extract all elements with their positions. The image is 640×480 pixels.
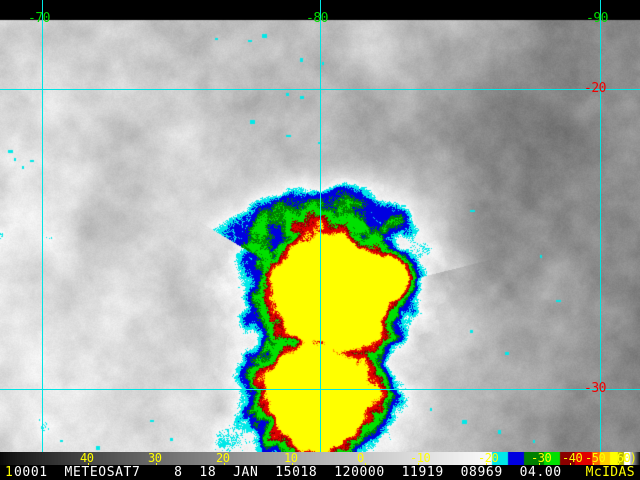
color-scale-unit-label: (C) — [615, 452, 637, 465]
color-scale-tick-minus30: -30 — [531, 452, 552, 465]
color-scale-tick-minus60: -60 — [610, 452, 631, 465]
satellite-image-area[interactable]: -70 -80 -90 -20 -30 — [0, 0, 640, 452]
color-scale-tickmark — [224, 463, 225, 465]
color-scale-tickmark — [570, 463, 571, 465]
color-scale-tickmark — [593, 463, 594, 465]
color-scale-tick-minus50: -50 — [585, 452, 606, 465]
color-scale-tick-minus10: -10 — [410, 452, 431, 465]
latitude-label-30: -30 — [584, 381, 606, 396]
frame-index-label: 1 — [5, 465, 13, 480]
gridline-longitude-90 — [600, 0, 601, 452]
color-scale-gradient — [0, 452, 640, 465]
color-scale-tickmark — [418, 463, 419, 465]
gridline-latitude-30 — [0, 389, 640, 390]
color-scale-tick-minus20: -20 — [478, 452, 499, 465]
gridline-longitude-80 — [320, 0, 321, 452]
latitude-label-20: -20 — [584, 81, 606, 96]
gridline-latitude-20 — [0, 89, 640, 90]
image-caption-bar: 1 0001 METEOSAT7 8 18 JAN 15018 120000 1… — [0, 465, 640, 480]
mcidas-brand-label: McIDAS — [585, 465, 635, 480]
longitude-label-70: -70 — [28, 11, 50, 26]
longitude-label-90: -90 — [586, 11, 608, 26]
color-scale-tick-40: 40 — [80, 452, 94, 465]
color-scale-tickmark — [365, 463, 366, 465]
color-scale-tickmark — [618, 463, 619, 465]
color-scale-tickmark — [486, 463, 487, 465]
gridline-longitude-70 — [42, 0, 43, 452]
color-scale-tick-30: 30 — [148, 452, 162, 465]
color-scale-tickmark — [156, 463, 157, 465]
color-scale-tick-minus40: -40 — [562, 452, 583, 465]
color-scale-tickmark — [539, 463, 540, 465]
longitude-label-80: -80 — [306, 11, 328, 26]
image-metadata-text: 0001 METEOSAT7 8 18 JAN 15018 120000 119… — [14, 465, 562, 480]
color-scale-tick-0: 0 — [357, 452, 364, 465]
temperature-color-scale[interactable]: (C) 40 30 20 10 0 -10 -20 -30 -40 -50 -60 — [0, 452, 640, 465]
color-scale-tickmark — [292, 463, 293, 465]
color-scale-tick-20: 20 — [216, 452, 230, 465]
color-scale-tickmark — [88, 463, 89, 465]
color-scale-tick-10: 10 — [284, 452, 298, 465]
